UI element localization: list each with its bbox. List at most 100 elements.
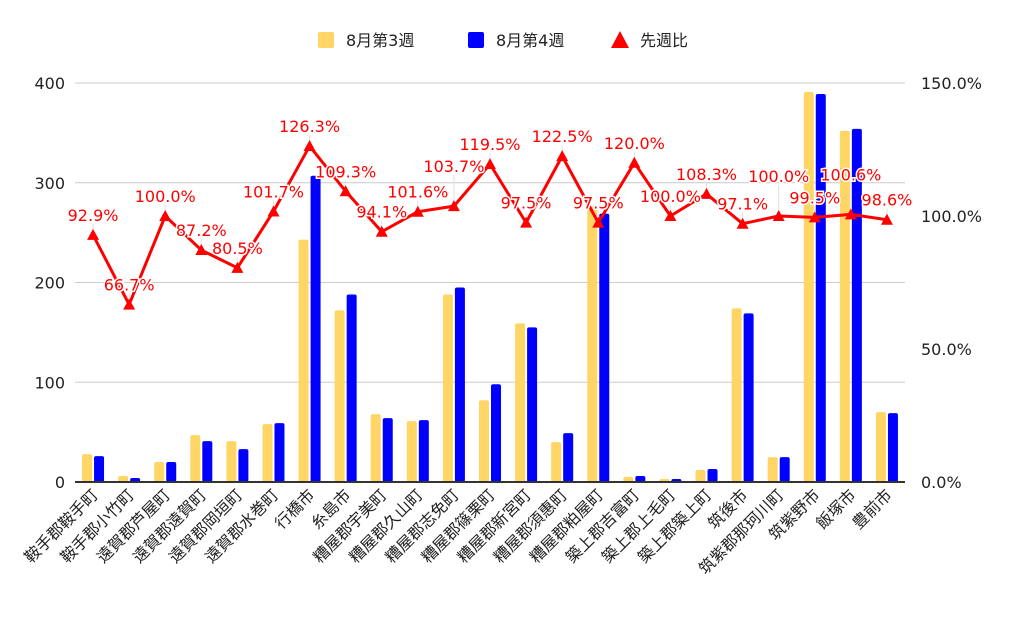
bar-week3 (262, 424, 273, 482)
category-label: 行橋市 (271, 485, 318, 532)
ratio-data-label: 97.1% (717, 195, 768, 214)
ratio-point (736, 217, 749, 229)
bar-week4 (238, 449, 249, 482)
ratio-point (267, 205, 280, 217)
ratio-data-label: 99.5% (789, 188, 840, 207)
bar-week4 (310, 175, 321, 482)
ratio-data-label: 100.6% (820, 165, 881, 184)
ratio-data-label: 66.7% (104, 276, 155, 295)
bar-week3 (406, 421, 417, 482)
ratio-point (556, 150, 569, 162)
right-tick-label: 100.0% (921, 207, 982, 226)
legend-label: 先週比 (640, 31, 688, 50)
bar-week3 (623, 477, 634, 482)
bar-week4 (346, 294, 357, 482)
ratio-point (87, 228, 100, 240)
bar-week3 (226, 441, 237, 482)
ratio-data-label: 101.6% (387, 183, 448, 202)
bar-week3 (190, 435, 201, 482)
bar-week4 (743, 313, 754, 482)
bar-week4 (707, 469, 718, 482)
bar-week4 (94, 456, 105, 482)
bar-week4 (527, 327, 538, 482)
ratio-point (123, 298, 136, 310)
right-tick-label: 150.0% (921, 74, 982, 93)
bar-week4 (779, 457, 790, 482)
bar-week4 (166, 462, 177, 482)
bar-week3 (154, 462, 165, 482)
ratio-data-label: 94.1% (356, 203, 407, 222)
bar-week3 (695, 470, 706, 482)
legend-swatch (468, 32, 484, 48)
left-tick-label: 100 (34, 373, 65, 392)
ratio-point (195, 244, 208, 256)
bar-week4 (635, 476, 646, 482)
ratio-point (772, 210, 785, 221)
bar-week3 (442, 294, 453, 482)
ratio-point (844, 208, 857, 220)
bar-week3 (370, 414, 381, 482)
bar-week4 (202, 441, 213, 482)
bar-week3 (479, 400, 489, 482)
bar-week4 (418, 420, 429, 482)
ratio-data-label: 97.5% (501, 194, 552, 213)
right-tick-label: 0.0% (921, 473, 962, 492)
ratio-data-label: 119.5% (459, 135, 520, 154)
bar-week4 (887, 413, 898, 482)
ratio-point (808, 211, 821, 223)
bar-week3 (587, 206, 598, 482)
ratio-point (303, 140, 316, 152)
ratio-point (628, 156, 641, 168)
category-label: 豊前市 (848, 485, 895, 532)
ratio-data-label: 126.3% (279, 117, 340, 136)
ratio-point (592, 216, 605, 228)
bar-week3 (767, 457, 778, 482)
ratio-point (339, 185, 352, 197)
ratio-point (664, 210, 677, 221)
bar-week3 (515, 323, 526, 482)
legend-label: 8月第4週 (496, 31, 564, 50)
ratio-point (700, 187, 713, 199)
ratio-data-label: 92.9% (68, 206, 119, 225)
right-tick-label: 50.0% (921, 340, 972, 359)
bar-week3 (334, 310, 345, 482)
bar-week4 (815, 93, 826, 482)
ratio-data-label: 101.7% (243, 182, 304, 201)
ratio-data-label: 98.6% (862, 191, 913, 210)
bar-week4 (274, 423, 285, 482)
ratio-point (231, 261, 244, 273)
ratio-data-label: 109.3% (315, 162, 376, 181)
ratio-point (520, 216, 533, 228)
ratio-point (484, 158, 496, 170)
bar-week3 (298, 239, 309, 482)
legend-swatch (318, 32, 334, 48)
bar-week3 (803, 91, 814, 482)
category-label: 飯塚市 (812, 485, 859, 532)
ratio-data-label: 100.0% (135, 187, 196, 206)
left-tick-label: 0 (55, 473, 65, 492)
ratio-data-label: 97.5% (573, 194, 624, 213)
ratio-data-label: 100.0% (640, 187, 701, 206)
left-tick-label: 300 (34, 174, 65, 193)
ratio-data-label: 87.2% (176, 221, 227, 240)
bar-week3 (731, 308, 742, 482)
ratio-data-label: 80.5% (212, 239, 263, 258)
ratio-point (447, 200, 460, 212)
bar-week4 (491, 384, 501, 482)
left-tick-label: 400 (34, 74, 65, 93)
bar-week3 (875, 412, 886, 482)
ratio-data-label: 100.0% (748, 167, 809, 186)
bar-week4 (382, 418, 393, 482)
legend-swatch (611, 31, 629, 48)
bar-week3 (551, 442, 562, 482)
ratio-data-label: 108.3% (676, 165, 737, 184)
bar-week4 (454, 287, 465, 482)
ratio-data-label: 120.0% (604, 134, 665, 153)
bar-week4 (563, 433, 574, 482)
bar-week3 (82, 454, 93, 482)
ratio-data-label: 103.7% (423, 157, 484, 176)
left-tick-label: 200 (34, 274, 65, 293)
legend-label: 8月第3週 (346, 31, 414, 50)
